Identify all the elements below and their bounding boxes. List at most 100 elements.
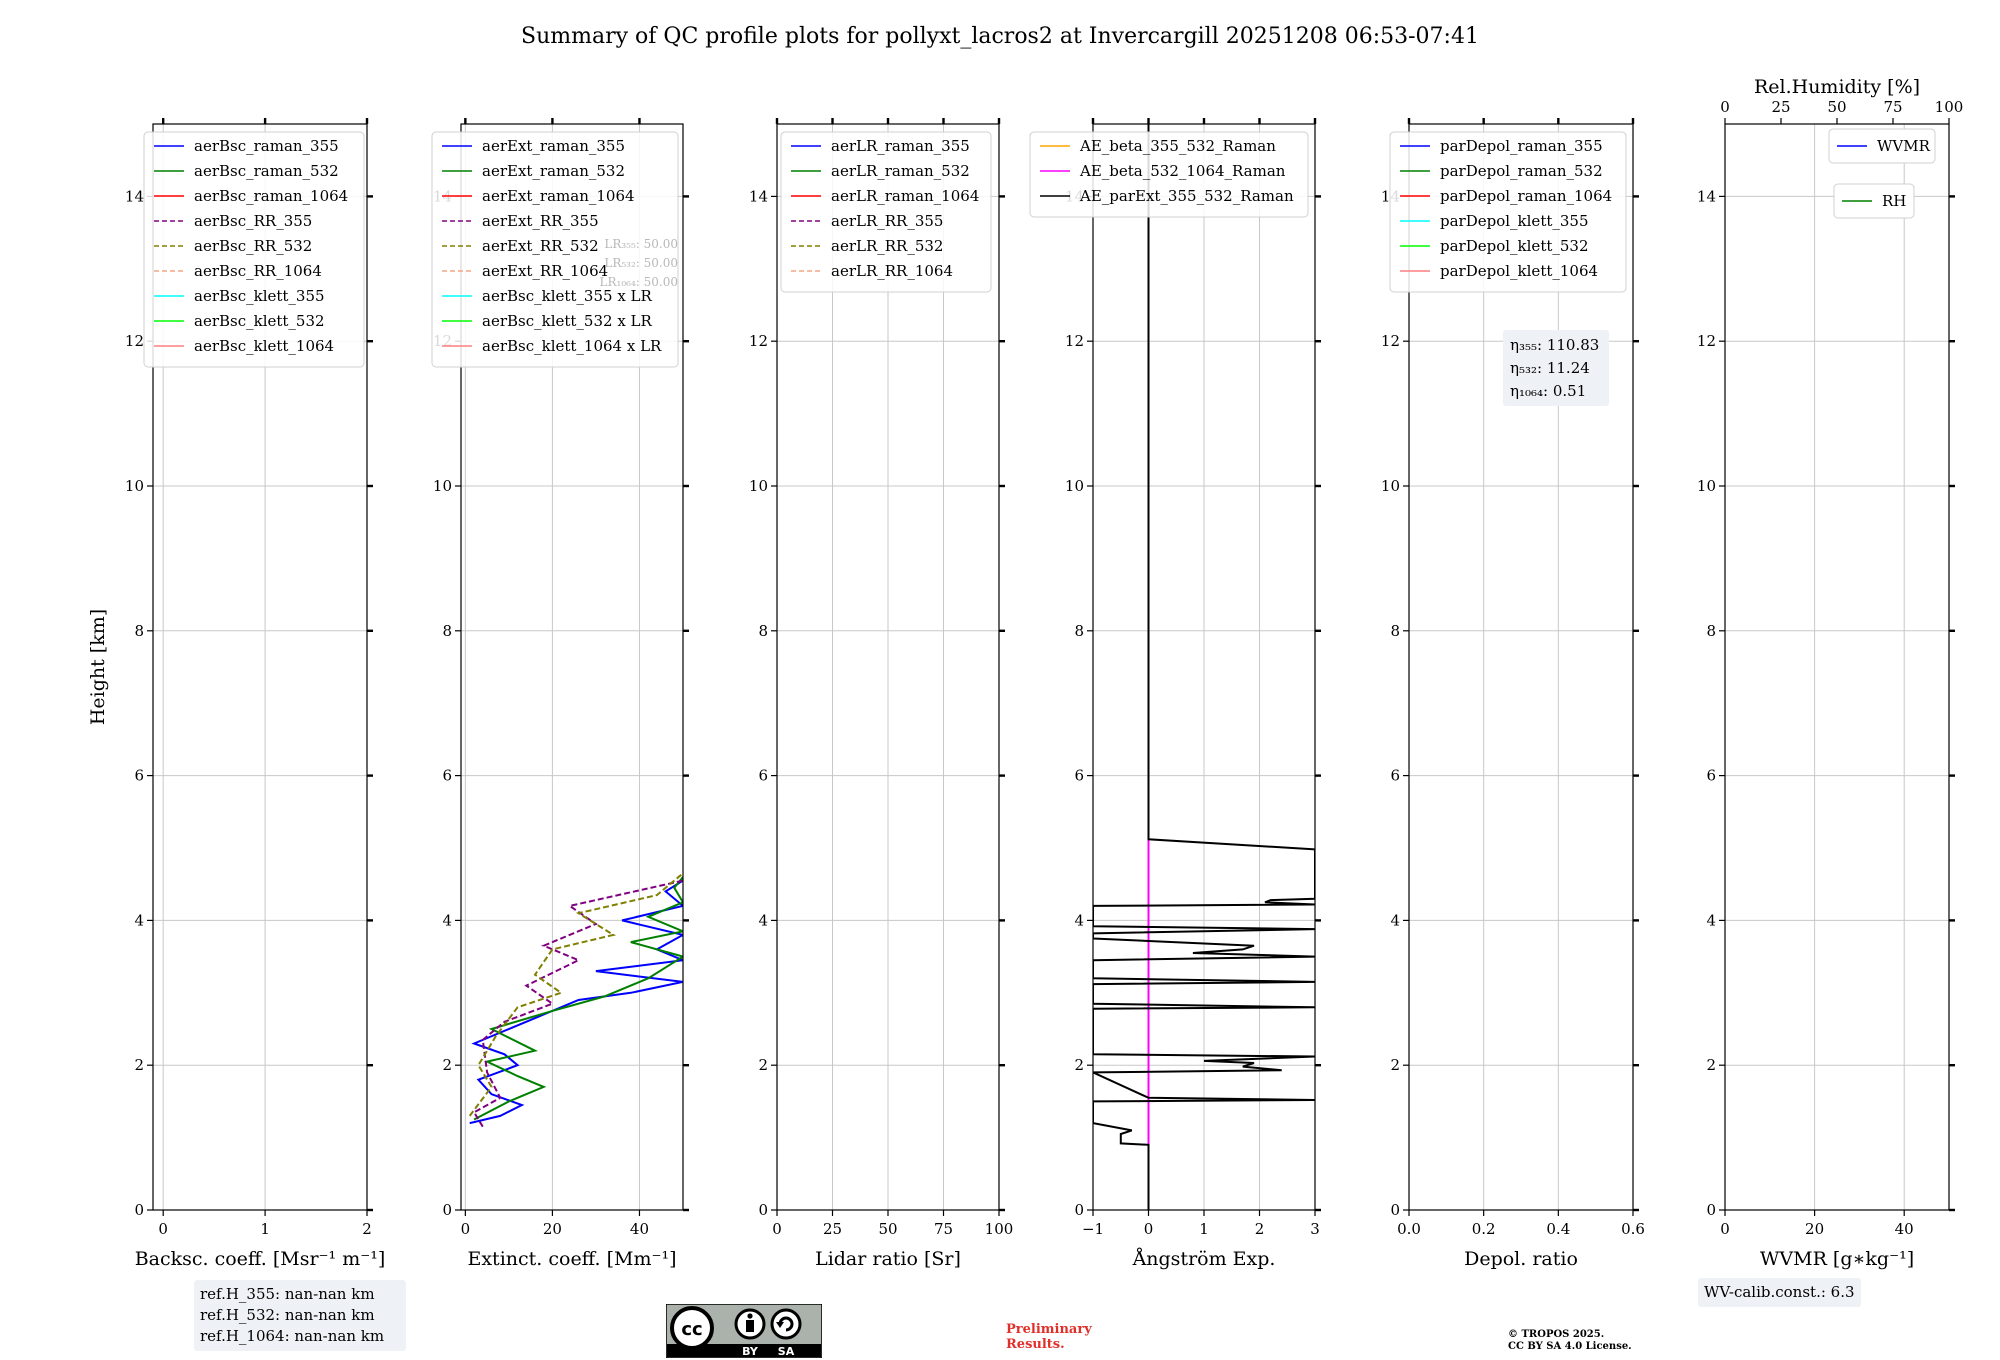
ref-height-1064: ref.H_1064: nan-nan km (200, 1327, 385, 1345)
ytick-label-8: 8 (1074, 622, 1084, 640)
x-axis-label: Depol. ratio (1464, 1248, 1578, 1270)
ytick-label-10: 10 (1065, 477, 1084, 495)
ytick-label-4: 4 (1706, 911, 1716, 929)
ytick-label-6: 6 (442, 767, 452, 785)
legend-box-angstrom (1029, 131, 1309, 218)
xtick-label-0.6: 0.6 (1621, 1220, 1645, 1238)
ytick-label-4: 4 (442, 911, 452, 929)
ytick-label-14: 14 (1697, 187, 1716, 205)
lidar-ratio-label-0: LR₃₅₅: 50.00 (604, 237, 678, 251)
xtick-label-20: 20 (543, 1220, 562, 1238)
ytick-label-14: 14 (125, 187, 144, 205)
series-line-AE_parExt_355_532_Raman (1093, 124, 1315, 1210)
axes-frame-backscatter (152, 123, 368, 1211)
legend-label-AE_parExt_355_532_Raman: AE_parExt_355_532_Raman (1079, 187, 1294, 205)
legend-label-aerBsc_raman_1064: aerBsc_raman_1064 (194, 187, 348, 205)
legend-label-RH: RH (1882, 192, 1906, 210)
legend-label-aerLR_RR_1064: aerLR_RR_1064 (831, 262, 953, 280)
series-line-aerExt_RR_532 (468, 872, 683, 1117)
legend-box-backscatter (143, 131, 365, 368)
ytick-label-0: 0 (758, 1201, 768, 1219)
cc-license-badge: cc BY SA (666, 1304, 822, 1358)
panel-water_vapor: 0 2 4 6 8 10 12 14 0 20 40 WVMR [g∗kg⁻¹] 0 25 50 75 100 R… (1697, 76, 1963, 1270)
ytick-label-0: 0 (134, 1201, 144, 1219)
legend-box-lidar_ratio (780, 131, 992, 293)
wv-calibration-constant: WV-calib.const.: 6.3 (1704, 1283, 1855, 1301)
legend-label-aerBsc_klett_355: aerBsc_klett_355 (194, 287, 325, 305)
share-alike-icon (770, 1308, 802, 1340)
ytick-label-0: 0 (442, 1201, 452, 1219)
ytick-label-0: 0 (1706, 1201, 1716, 1219)
legend-label-aerBsc_klett_355 x LR: aerBsc_klett_355 x LR (482, 287, 653, 305)
x-axis-label: Extinct. coeff. [Mm⁻¹] (467, 1248, 676, 1270)
reference-height-box: ref.H_355: nan-nan km ref.H_532: nan-nan… (194, 1280, 406, 1351)
ytick-label-14: 14 (749, 187, 768, 205)
ytick-label-6: 6 (1390, 767, 1400, 785)
ytick-label-8: 8 (442, 622, 452, 640)
xtick-label-1: 1 (1199, 1220, 1209, 1238)
panel-extinction: 0246810121402040Extinct. coeff. [Mm⁻¹]ae… (431, 118, 689, 1270)
figure-title: Summary of QC profile plots for pollyxt_… (521, 24, 1479, 49)
ytick-label-2: 2 (442, 1056, 452, 1074)
ytick-label-10: 10 (1697, 477, 1716, 495)
legend-label-aerExt_RR_532: aerExt_RR_532 (482, 237, 599, 255)
wv-calibration-box: WV-calib.const.: 6.3 (1698, 1278, 1861, 1307)
legend-box-depolarization (1389, 131, 1627, 293)
xtick-label-0.4: 0.4 (1546, 1220, 1570, 1238)
svg-text:cc: cc (681, 1319, 702, 1340)
legend-box-wvmr (1828, 128, 1936, 164)
xtick-label-0: 0 (1144, 1220, 1154, 1238)
ytick-label-12: 12 (1065, 332, 1084, 350)
ytick-label-2: 2 (1706, 1056, 1716, 1074)
xtick-label-0: 0 (772, 1220, 782, 1238)
panel-lidar_ratio: 0 2 4 6 8 10 12 14 0 25 50 75 100 Lidar ratio [Sr] aer… (749, 118, 1013, 1270)
preliminary-line-1: Preliminary (1006, 1322, 1092, 1337)
eta-value-0: η₃₅₅: 110.83 (1510, 336, 1599, 354)
cc-by-label: BY (742, 1345, 759, 1358)
xtick-label-0: 0 (158, 1220, 168, 1238)
legend-label-aerLR_raman_355: aerLR_raman_355 (831, 137, 970, 155)
x-axis-label: WVMR [g∗kg⁻¹] (1760, 1248, 1914, 1270)
legend-label-aerBsc_RR_1064: aerBsc_RR_1064 (194, 262, 322, 280)
axes-frame-extinction (460, 123, 684, 1211)
ytick-label-2: 2 (1390, 1056, 1400, 1074)
ytick-label-4: 4 (758, 911, 768, 929)
series-line-aerExt_raman_532 (473, 876, 683, 1121)
legend-label-aerLR_RR_355: aerLR_RR_355 (831, 212, 943, 230)
ytick-label-10: 10 (125, 477, 144, 495)
legend-label-aerLR_raman_532: aerLR_raman_532 (831, 162, 970, 180)
xtick-label--1: −1 (1082, 1220, 1104, 1238)
preliminary-notice: Preliminary Results. (1006, 1322, 1092, 1352)
legend-label-aerLR_raman_1064: aerLR_raman_1064 (831, 187, 979, 205)
x-axis-label: Lidar ratio [Sr] (815, 1248, 961, 1270)
legend-label-aerExt_raman_532: aerExt_raman_532 (482, 162, 625, 180)
legend-label-aerBsc_raman_532: aerBsc_raman_532 (194, 162, 339, 180)
legend-label-aerBsc_klett_532: aerBsc_klett_532 (194, 312, 325, 330)
xtick-label-0: 0.0 (1397, 1220, 1421, 1238)
series-group-extinction (468, 872, 683, 1128)
ytick-label-8: 8 (134, 622, 144, 640)
ytick-label-8: 8 (758, 622, 768, 640)
ytick-label-6: 6 (758, 767, 768, 785)
legend-label-aerExt_RR_1064: aerExt_RR_1064 (482, 262, 608, 280)
xtick-label-2: 2 (362, 1220, 372, 1238)
legend-label-aerBsc_klett_1064: aerBsc_klett_1064 (194, 337, 334, 355)
cc-sa-label: SA (778, 1345, 795, 1358)
lidar-ratio-label-1: LR₅₃₂: 50.00 (604, 256, 678, 270)
eta-box (1503, 330, 1609, 406)
legend-label-aerBsc_RR_355: aerBsc_RR_355 (194, 212, 312, 230)
ytick-label-6: 6 (1074, 767, 1084, 785)
ytick-label-10: 10 (749, 477, 768, 495)
ytick-label-2: 2 (134, 1056, 144, 1074)
ytick-label-0: 0 (1390, 1201, 1400, 1219)
legend-label-parDepol_raman_1064: parDepol_raman_1064 (1440, 187, 1612, 205)
ytick-label-10: 10 (433, 477, 452, 495)
top-xtick-label-100: 100 (1935, 98, 1964, 116)
ytick-label-2: 2 (758, 1056, 768, 1074)
legend-box-extinction (431, 131, 679, 368)
xtick-label-40: 40 (1895, 1220, 1914, 1238)
ytick-label-6: 6 (134, 767, 144, 785)
